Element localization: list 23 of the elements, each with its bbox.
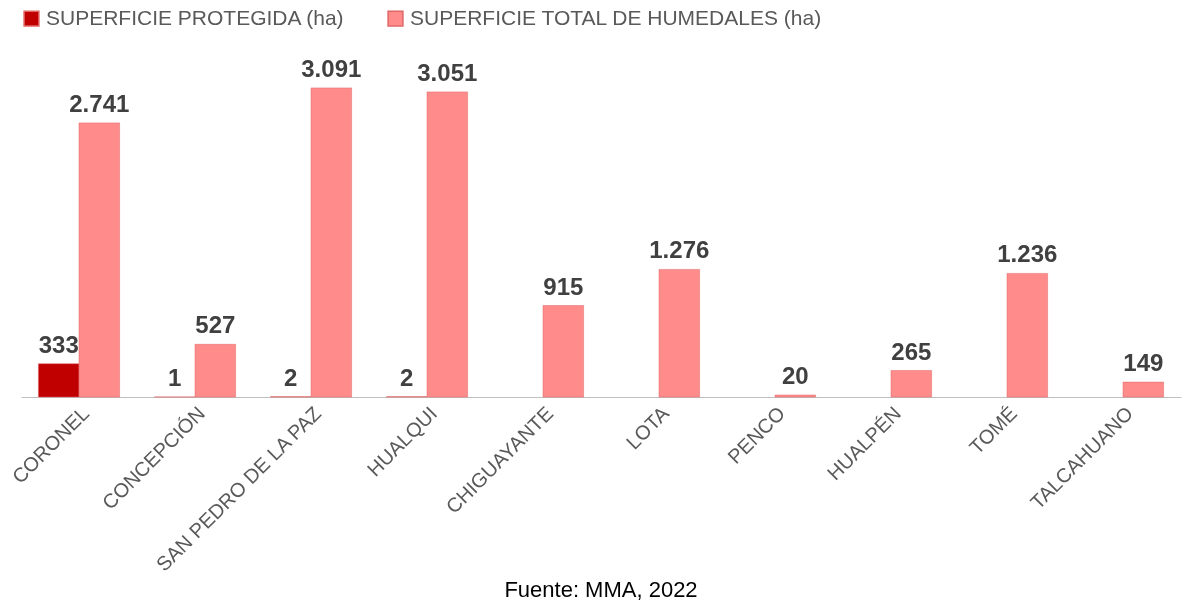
data-label: 2 <box>284 363 298 391</box>
bar <box>542 305 584 398</box>
bar <box>658 269 700 398</box>
data-label: 265 <box>891 337 932 365</box>
data-label: 3.051 <box>417 58 478 86</box>
data-label: 2.741 <box>69 89 130 117</box>
data-label: 1 <box>168 363 182 391</box>
legend-label: SUPERFICIE TOTAL DE HUMEDALES (ha) <box>410 5 822 29</box>
data-label: 2 <box>400 363 414 391</box>
source-note: Fuente: MMA, 2022 <box>504 576 698 602</box>
data-label: 527 <box>195 311 236 339</box>
data-label: 915 <box>543 272 584 300</box>
data-label: 3.091 <box>301 54 362 82</box>
bar <box>890 370 932 398</box>
bar <box>1122 381 1164 398</box>
data-label: 333 <box>38 330 79 358</box>
data-label: 20 <box>781 362 809 389</box>
data-label: 1.236 <box>997 240 1058 268</box>
data-label: 149 <box>1123 349 1164 377</box>
legend-label: SUPERFICIE PROTEGIDA (ha) <box>46 5 344 29</box>
bar <box>774 394 816 398</box>
bar <box>1006 273 1048 398</box>
data-label: 1.276 <box>649 236 710 264</box>
